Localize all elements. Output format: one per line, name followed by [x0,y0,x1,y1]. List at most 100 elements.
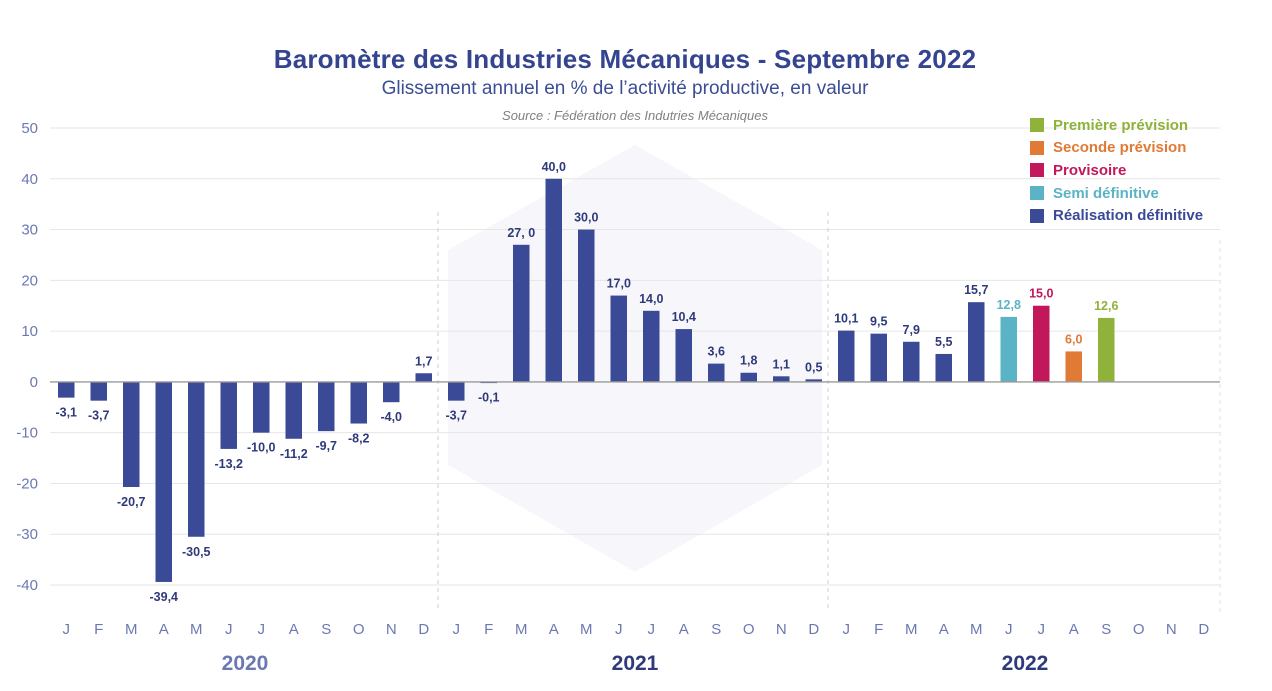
y-tick-label: 0 [30,374,38,391]
legend-label-semi: Semi définitive [1053,184,1159,202]
y-tick-label: 30 [21,222,38,239]
bar [1065,351,1082,382]
legend-label-seconde: Seconde prévision [1053,139,1187,157]
data-label: 27, 0 [507,226,535,240]
legend-swatch-provisoire [1030,163,1044,178]
legend: Première prévision Seconde prévision Pro… [1030,114,1203,227]
month-label: A [289,621,299,638]
chart-title: Baromètre des Industries Mécaniques - Se… [273,44,977,74]
year-label: 2022 [1002,652,1049,675]
data-label: -3,7 [445,409,467,423]
data-label: 40,0 [542,160,566,174]
data-label: 1,1 [773,357,790,371]
bar [1098,317,1115,382]
month-label: D [1198,621,1209,638]
month-label: F [484,621,493,638]
legend-swatch-semi [1030,186,1044,201]
bar [805,379,822,382]
grid-layer [50,127,1221,612]
axis-layer: -40 -30 -20 -10 0 10 20 30 40 50 J F M A M J J A S O N D J F M A M… [16,120,1220,675]
bars-layer [58,178,1115,582]
month-label: O [1133,621,1145,638]
data-label: 10,1 [834,312,858,326]
labels-layer: -3,1 -3,7 -20,7 -39,4 -30,5 -13,2-10,0 -11,2 -9… [55,160,1118,604]
data-label: 15,7 [964,283,988,297]
bar [155,381,172,582]
month-label: N [386,621,397,638]
data-label: -30,5 [182,545,211,559]
bar [415,373,432,382]
month-label: J [648,621,656,638]
data-label: -0,1 [478,390,500,404]
data-label: -8,2 [348,432,370,446]
month-label: O [353,621,365,638]
data-label: 1,7 [415,354,432,368]
bar [90,381,107,401]
y-tick-label: 10 [21,323,38,340]
bar [643,310,660,382]
month-label: N [1166,621,1177,638]
month-label: S [1101,621,1111,638]
bar [318,381,335,432]
month-label: J [258,621,266,638]
y-tick-label: -40 [16,577,38,594]
bar [838,330,855,382]
bar [188,381,205,537]
y-tick-label: 50 [21,120,38,137]
month-label: F [94,621,103,638]
data-label: -20,7 [117,495,146,509]
month-label: J [843,621,851,638]
bar [740,372,757,382]
data-label: -9,7 [315,439,337,453]
month-label: J [453,621,461,638]
month-label: D [418,621,429,638]
bar [968,302,985,382]
month-label: J [1005,621,1013,638]
bar [1000,316,1017,382]
data-label: -13,2 [215,457,244,471]
legend-swatch-definitive [1030,208,1044,223]
data-label: 12,8 [997,298,1021,312]
data-label: 12,6 [1094,299,1118,313]
bar [903,341,920,382]
y-tick-label: -20 [16,475,38,492]
bar [545,178,562,382]
legend-item-semi: Semi définitive [1030,182,1203,205]
data-label: 17,0 [607,277,631,291]
bar [383,381,400,403]
month-label: M [515,621,528,638]
month-label: M [190,621,203,638]
bar [58,381,75,398]
month-label: M [125,621,138,638]
bar [1033,305,1050,382]
bar [870,333,887,382]
bar [935,353,952,382]
data-label: -3,7 [88,409,110,423]
month-label: F [874,621,883,638]
legend-item-seconde: Seconde prévision [1030,137,1203,160]
data-label: 0,5 [805,360,822,374]
data-label: 14,0 [639,292,663,306]
legend-item-provisoire: Provisoire [1030,159,1203,182]
month-label: S [321,621,331,638]
month-label: A [549,621,559,638]
year-label: 2021 [612,652,659,675]
data-label: 5,5 [935,335,952,349]
legend-item-definitive: Réalisation définitive [1030,204,1203,227]
month-label: J [225,621,233,638]
data-label: 3,6 [708,345,725,359]
data-label: 15,0 [1029,287,1053,301]
month-label: S [711,621,721,638]
month-label: A [679,621,689,638]
month-label: J [615,621,623,638]
month-label: D [808,621,819,638]
bar [708,363,725,382]
month-label: J [1038,621,1046,638]
data-label: 9,5 [870,315,887,329]
data-label: 1,8 [740,354,757,368]
bar [220,381,237,449]
month-label: O [743,621,755,638]
y-tick-label: -30 [16,526,38,543]
y-tick-label: 40 [21,171,38,188]
